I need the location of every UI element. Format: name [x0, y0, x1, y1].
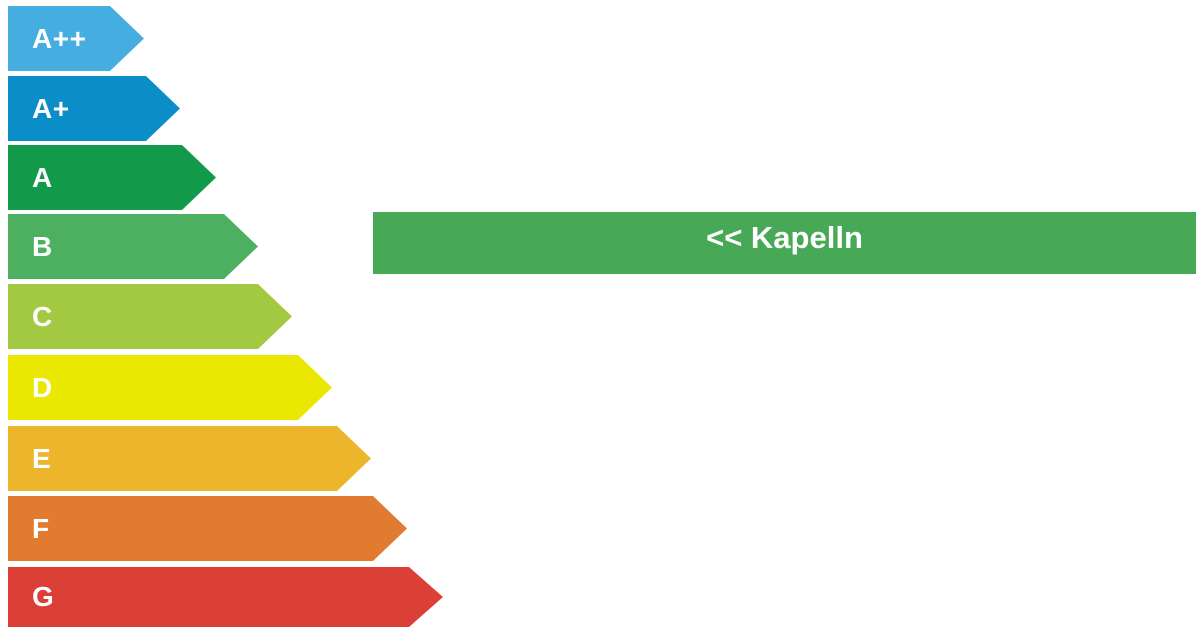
rating-label: F	[32, 512, 50, 544]
rating-arrow-a-plus-plus: A++	[8, 6, 144, 71]
rating-arrow-f: F	[8, 496, 407, 561]
rating-label: G	[32, 581, 55, 612]
rating-arrow-shape	[8, 496, 407, 561]
rating-arrow-shape	[8, 76, 180, 141]
rating-arrow-shape	[8, 355, 332, 420]
rating-arrow-c: C	[8, 284, 292, 349]
rating-label: D	[32, 371, 53, 403]
rating-arrow-shape	[8, 214, 258, 279]
rating-arrow-b: B	[8, 214, 258, 279]
rating-arrow-a-plus: A+	[8, 76, 180, 141]
rating-arrow-e: E	[8, 426, 371, 491]
rating-arrow-g: G	[8, 567, 443, 627]
rating-label: A	[32, 161, 53, 193]
rating-bars: A++ A+ A B C D E F	[0, 0, 450, 627]
rating-label: A+	[32, 92, 70, 124]
rating-arrow-a: A	[8, 145, 216, 210]
rating-arrow-d: D	[8, 355, 332, 420]
rating-label: B	[32, 230, 53, 262]
rating-indicator-bar: << Kapelln	[373, 212, 1196, 274]
rating-arrow-shape	[8, 567, 443, 627]
rating-arrow-shape	[8, 284, 292, 349]
rating-label: E	[32, 442, 52, 474]
rating-arrow-shape	[8, 145, 216, 210]
indicator-label: << Kapelln	[706, 220, 863, 255]
rating-arrow-shape	[8, 426, 371, 491]
rating-label: A++	[32, 22, 87, 54]
rating-arrow-shape	[8, 6, 144, 71]
rating-label: C	[32, 300, 53, 332]
